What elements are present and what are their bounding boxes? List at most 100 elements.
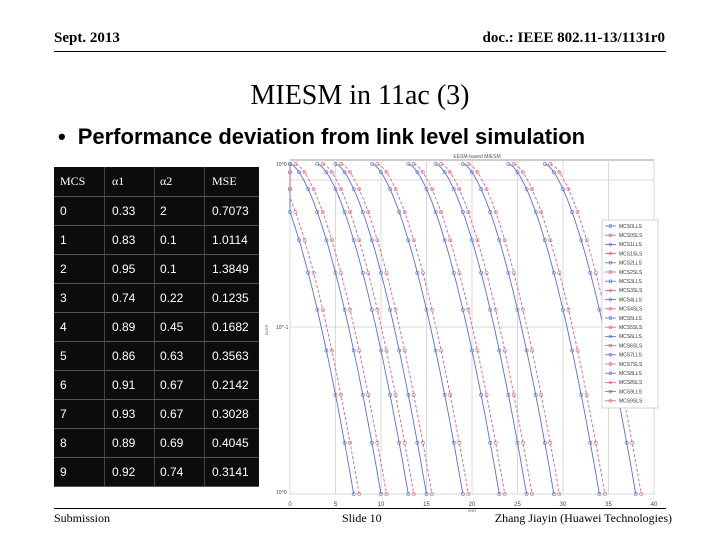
data-point	[524, 187, 529, 192]
data-point	[315, 307, 320, 312]
data-point	[506, 270, 511, 275]
sls-series-line	[440, 163, 533, 495]
legend-label: MCS5LLS	[619, 316, 642, 322]
data-point	[370, 307, 374, 312]
data-point	[530, 187, 534, 192]
legend-label: MCS3LLS	[619, 279, 642, 285]
data-point	[633, 492, 638, 496]
legend-label: MCS9LLS	[619, 389, 642, 395]
data-point	[457, 270, 462, 275]
legend-label: MCS4SLS	[619, 307, 643, 313]
data-point	[288, 187, 292, 192]
table-cell: 0.89	[112, 320, 136, 334]
lls-series-line	[335, 163, 427, 495]
chart-title: EESM-based MIESM	[453, 154, 500, 160]
data-point	[351, 187, 356, 192]
data-point	[342, 440, 347, 445]
data-point	[460, 492, 465, 496]
sls-series-line	[377, 163, 469, 495]
data-point	[584, 238, 589, 243]
legend-label: MCS6LLS	[619, 334, 642, 340]
data-point	[557, 492, 562, 496]
data-point	[366, 210, 371, 214]
data-point	[370, 238, 374, 243]
table-row: 5 0.86 0.63 0.3563	[54, 342, 259, 371]
data-point	[306, 270, 311, 275]
table-header-cell: MSE	[212, 174, 237, 188]
bullet-dot-icon: •	[58, 124, 66, 149]
data-point	[311, 187, 316, 192]
data-point	[370, 162, 374, 166]
data-point	[348, 440, 352, 445]
data-point	[360, 270, 365, 275]
legend-marker	[608, 362, 613, 366]
x-axis-label: SNR	[468, 508, 477, 512]
lls-series-line	[289, 164, 355, 495]
data-point	[551, 170, 556, 175]
data-point	[333, 162, 338, 166]
sls-series-line	[513, 163, 606, 495]
data-point	[448, 170, 453, 175]
data-point	[588, 270, 593, 275]
data-point	[566, 307, 571, 312]
header-date: Sept. 2013	[54, 30, 120, 46]
data-point	[388, 307, 393, 312]
data-point	[342, 210, 347, 214]
legend-marker	[608, 251, 613, 256]
data-point	[397, 210, 402, 214]
data-point	[357, 238, 362, 243]
data-point	[524, 348, 529, 353]
table-row: 4 0.89 0.45 0.1682	[54, 313, 259, 342]
legend-label: MCS3SLS	[619, 288, 643, 294]
data-point	[324, 348, 329, 353]
data-point	[451, 270, 456, 275]
bler-chart: 0 5 10 15 20 25 30 35 40 10^0 10^-1 10^0 EESM-based …	[264, 154, 659, 512]
data-point	[593, 440, 598, 445]
data-point	[551, 492, 556, 496]
data-point	[497, 492, 502, 496]
data-point	[420, 440, 425, 445]
table-row: 1 0.83 0.1 1.0114	[54, 226, 259, 255]
table-cell: 0.1682	[212, 320, 249, 334]
data-point	[370, 440, 374, 445]
legend-label: MCS0SLS	[619, 233, 643, 239]
data-point	[575, 210, 580, 214]
footer-submission: Submission	[54, 511, 111, 525]
data-point	[630, 440, 635, 445]
data-point	[342, 307, 347, 312]
lls-series-line	[435, 163, 528, 495]
data-point	[561, 187, 565, 192]
table-row: 9 0.92 0.74 0.3141	[54, 458, 259, 487]
table-cell: 0.93	[112, 407, 136, 421]
table-cell: 2	[60, 262, 67, 276]
x-tick-label: 40	[651, 502, 658, 508]
legend-label: MCS6SLS	[619, 343, 643, 349]
data-point	[457, 187, 462, 192]
data-point	[579, 393, 584, 397]
data-point	[384, 170, 389, 175]
x-tick-label: 5	[334, 502, 338, 508]
data-point	[442, 393, 447, 397]
legend-label: MCS8SLS	[619, 380, 643, 386]
data-point	[521, 307, 525, 312]
data-point	[339, 187, 343, 192]
table-row: 2 0.95 0.1 1.3849	[54, 255, 259, 284]
table-cell: 0.1	[160, 262, 177, 276]
data-point	[393, 307, 398, 312]
legend-marker	[608, 307, 613, 311]
bullet-point: • Performance deviation from link level s…	[58, 124, 585, 150]
data-point	[348, 170, 352, 175]
table-header-row: MCS α1 α2 MSE	[54, 167, 259, 197]
data-point	[530, 348, 534, 353]
data-point	[351, 492, 356, 496]
sls-series-line	[295, 163, 387, 495]
table-row: 6 0.91 0.67 0.2142	[54, 371, 259, 400]
table-cell: 0	[60, 204, 67, 218]
data-point	[302, 238, 307, 243]
data-point	[493, 440, 498, 445]
data-point	[570, 210, 575, 214]
data-point	[466, 492, 471, 496]
data-point	[297, 170, 302, 175]
data-point	[460, 210, 465, 214]
legend-label: MCS5SLS	[619, 325, 643, 331]
